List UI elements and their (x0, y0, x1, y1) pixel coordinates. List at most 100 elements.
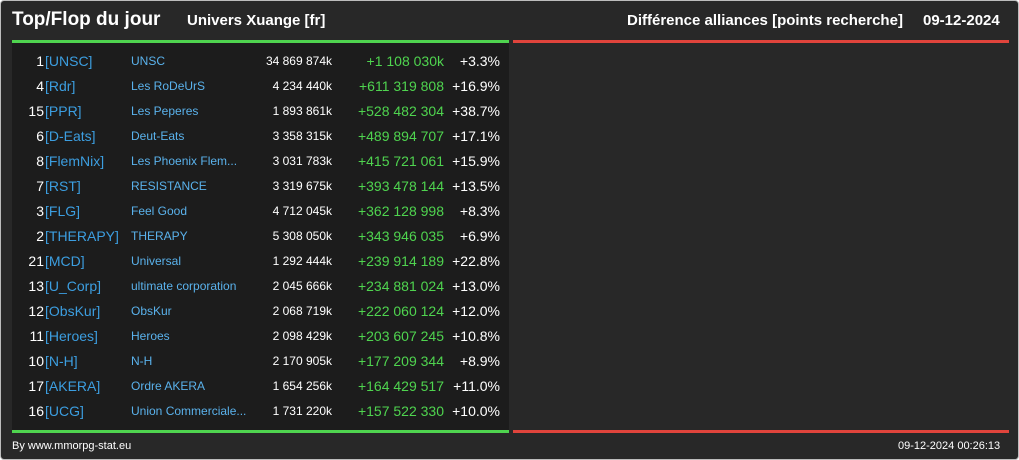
alliance-name: Les Phoenix Flem... (131, 154, 238, 168)
table-row: 8 [FlemNix] Les Phoenix Flem... 3 031 783k +… (12, 149, 509, 174)
alliance-name: UNSC (131, 54, 166, 68)
alliance-points: 3 358 315k (272, 129, 332, 143)
points-delta: +393 478 144 (357, 178, 444, 194)
alliance-name: THERAPY (131, 229, 188, 243)
header-date: 09-12-2024 (923, 12, 1000, 29)
alliance-tag: [THERAPY] (45, 228, 119, 244)
alliance-name: Feel Good (131, 204, 188, 218)
alliance-tag: [AKERA] (45, 378, 101, 394)
alliance-rank: 2 (36, 228, 44, 244)
percent-change: +8.9% (459, 353, 500, 369)
percent-change: +13.0% (452, 278, 500, 294)
points-delta: +362 128 998 (357, 203, 444, 219)
table-row: 12 [ObsKur] ObsKur 2 068 719k +222 060 124 +1… (12, 299, 509, 324)
alliance-tag: [RST] (45, 178, 81, 194)
alliance-points: 4 712 045k (272, 204, 332, 218)
alliance-name: Universal (131, 254, 182, 268)
alliance-name: ObsKur (131, 304, 172, 318)
alliance-rank: 10 (28, 353, 44, 369)
alliance-name: ultimate corporation (131, 279, 237, 293)
percent-change: +17.1% (452, 128, 500, 144)
alliance-rank: 3 (36, 203, 44, 219)
table-row: 2 [THERAPY] THERAPY 5 308 050k +343 946 035 +… (12, 224, 509, 249)
points-delta: +203 607 245 (357, 328, 444, 344)
alliance-points: 3 319 675k (272, 179, 332, 193)
alliance-tag: [U_Corp] (45, 278, 102, 294)
alliance-name: Les Peperes (131, 104, 199, 118)
alliance-name: Ordre AKERA (131, 379, 206, 393)
alliance-rank: 4 (36, 78, 44, 94)
alliance-points: 4 234 440k (272, 79, 332, 93)
top-alliances-panel: 1 [UNSC] UNSC 34 869 874k +1 108 030k +3.3% 4[… (12, 40, 509, 433)
alliance-rank: 21 (28, 253, 44, 269)
percent-change: +12.0% (452, 303, 500, 319)
table-row: 11 [Heroes] Heroes 2 098 429k +203 607 245 +1… (12, 324, 509, 349)
alliance-points: 2 098 429k (272, 329, 332, 343)
alliance-points: 3 031 783k (272, 154, 332, 168)
alliance-points: 1 893 861k (272, 104, 332, 118)
points-delta: +222 060 124 (357, 303, 444, 319)
percent-change: +6.9% (459, 228, 500, 244)
points-delta: +177 209 344 (357, 353, 444, 369)
alliance-name: Deut-Eats (131, 129, 185, 143)
alliance-points: 1 731 220k (272, 404, 332, 418)
alliance-points: 2 170 905k (272, 354, 332, 368)
page-title: Top/Flop du jour (12, 9, 161, 30)
alliance-tag: [FlemNix] (45, 153, 105, 169)
alliance-points: 34 869 874k (265, 54, 332, 68)
alliance-rank: 12 (28, 303, 44, 319)
alliance-tag: [Rdr] (45, 78, 76, 94)
alliance-name: RESISTANCE (131, 179, 207, 193)
points-delta: +1 108 030k (366, 53, 444, 69)
alliance-rank: 15 (28, 103, 44, 119)
alliance-rank: 8 (36, 153, 44, 169)
table-row: 1 [UNSC] UNSC 34 869 874k +1 108 030k +3.3% (12, 49, 509, 74)
points-delta: +157 522 330 (357, 403, 444, 419)
alliance-tag: [D-Eats] (45, 128, 96, 144)
percent-change: +38.7% (452, 103, 500, 119)
points-delta: +415 721 061 (357, 153, 444, 169)
flop-alliances-panel (513, 40, 1009, 433)
points-delta: +234 881 024 (357, 278, 444, 294)
table-row: 7 [RST] RESISTANCE 3 319 675k +393 478 144 +1… (12, 174, 509, 199)
percent-change: +15.9% (452, 153, 500, 169)
percent-change: +3.3% (459, 53, 500, 69)
alliance-points: 1 654 256k (272, 379, 332, 393)
footer-timestamp: 09-12-2024 00:26:13 (898, 440, 1001, 452)
percent-change: +10.8% (452, 328, 500, 344)
points-delta: +343 946 035 (357, 228, 444, 244)
points-delta: +611 319 808 (359, 78, 444, 94)
alliance-tag: [N-H] (45, 353, 78, 369)
alliance-rank: 11 (29, 328, 44, 344)
table-row: 10 [N-H] N-H 2 170 905k +177 209 344 +8.9% (12, 349, 509, 374)
alliance-tag: [FLG] (45, 203, 81, 219)
alliance-tag: [ObsKur] (45, 303, 101, 319)
alliance-points: 1 292 444k (272, 254, 332, 268)
percent-change: +10.0% (452, 403, 500, 419)
table-row: 17 [AKERA] Ordre AKERA 1 654 256k +164 429 5… (12, 374, 509, 399)
percent-change: +13.5% (452, 178, 500, 194)
table-row: 4 [Rdr] Les RoDeUrS 4 234 440k +611 319 808 +… (12, 74, 509, 99)
difference-title: Différence alliances [points recherche] (627, 12, 903, 29)
table-row: 15 [PPR] Les Peperes 1 893 861k +528 482 304… (12, 99, 509, 124)
points-delta: +489 894 707 (357, 128, 444, 144)
table-row: 6 [D-Eats] Deut-Eats 3 358 315k +489 894 707… (12, 124, 509, 149)
table-row: 16 [UCG] Union Commerciale... 1 731 220k +15… (12, 399, 509, 424)
alliance-rank: 1 (36, 53, 44, 69)
alliance-rank: 6 (36, 128, 44, 144)
points-delta: +528 482 304 (357, 103, 444, 119)
alliance-rank: 7 (36, 178, 44, 194)
percent-change: +22.8% (452, 253, 500, 269)
alliance-points: 2 068 719k (272, 304, 332, 318)
table-row: 3 [FLG] Feel Good 4 712 045k +362 128 998 +8.… (12, 199, 509, 224)
alliance-tag: [UNSC] (45, 53, 93, 69)
alliance-name: N-H (131, 354, 153, 368)
alliance-rank: 16 (28, 403, 44, 419)
alliance-tag: [PPR] (45, 103, 82, 119)
percent-change: +8.3% (459, 203, 500, 219)
alliance-name: Les RoDeUrS (131, 79, 206, 93)
footer-source: By www.mmorpg-stat.eu (12, 440, 132, 452)
alliance-rank: 17 (28, 378, 44, 394)
percent-change: +11.0% (453, 378, 500, 394)
universe-label: Univers Xuange [fr] (187, 12, 326, 29)
